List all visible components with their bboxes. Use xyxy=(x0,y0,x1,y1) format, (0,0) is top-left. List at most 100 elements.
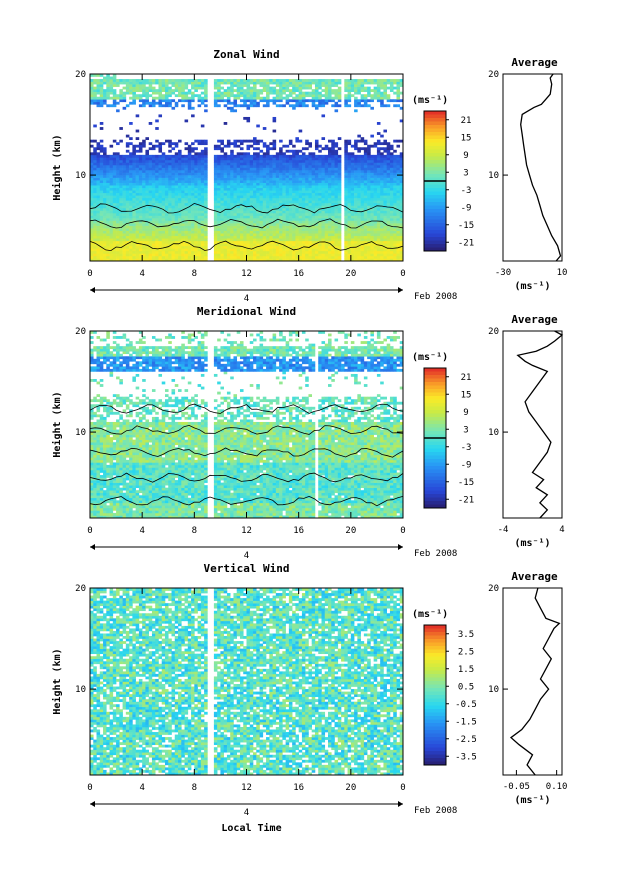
heatmap-cell xyxy=(305,162,309,166)
heatmap-cell xyxy=(184,172,189,176)
heatmap-cell xyxy=(168,192,172,196)
heatmap-cell xyxy=(181,223,185,226)
heatmap-cell xyxy=(373,172,378,176)
heatmap-cell xyxy=(262,84,267,87)
heatmap-cell xyxy=(161,212,166,216)
heatmap-cell xyxy=(90,212,94,216)
heatmap-cell xyxy=(174,210,179,214)
heatmap-cell xyxy=(334,157,339,161)
heatmap-cell xyxy=(236,81,241,85)
heatmap-cell xyxy=(164,258,169,262)
heatmap-cell xyxy=(109,228,114,231)
heatmap-cell xyxy=(239,162,244,166)
heatmap-cell xyxy=(230,245,234,249)
heatmap-cell xyxy=(354,240,358,244)
heatmap-cell xyxy=(116,177,120,181)
heatmap-cell xyxy=(148,230,153,234)
heatmap-cell xyxy=(282,86,286,90)
heatmap-cell xyxy=(363,99,368,103)
heatmap-cell xyxy=(262,172,267,176)
heatmap-cell xyxy=(204,185,208,189)
heatmap-cell xyxy=(393,202,397,206)
heatmap-cell xyxy=(256,177,260,181)
heatmap-cell xyxy=(393,99,397,103)
heatmap-cell xyxy=(233,243,238,247)
heatmap-cell xyxy=(376,235,381,239)
heatmap-cell xyxy=(236,104,241,108)
heatmap-cell xyxy=(344,233,348,237)
heatmap-cell xyxy=(363,79,368,82)
heatmap-cell xyxy=(96,185,101,189)
heatmap-cell xyxy=(350,218,355,221)
heatmap-cell xyxy=(386,154,391,158)
heatmap-cell xyxy=(383,175,387,178)
heatmap-cell xyxy=(363,157,368,161)
heatmap-cell xyxy=(380,182,384,186)
heatmap-cell xyxy=(168,185,172,189)
heatmap-cell xyxy=(103,162,107,166)
heatmap-cell xyxy=(99,192,104,196)
heatmap-cell xyxy=(396,99,401,103)
heatmap-cell xyxy=(314,185,319,189)
heatmap-cell xyxy=(138,81,143,85)
heatmap-cell xyxy=(288,154,293,158)
heatmap-cell xyxy=(151,86,156,90)
heatmap-cell xyxy=(324,159,329,163)
heatmap-cell xyxy=(282,84,286,87)
heatmap-cell xyxy=(350,182,355,186)
heatmap-cell xyxy=(217,147,221,151)
heatmap-cell xyxy=(393,162,397,166)
heatmap-cell xyxy=(119,233,123,237)
heatmap-cell xyxy=(269,187,273,191)
heatmap-cell xyxy=(275,240,280,244)
heatmap-cell xyxy=(363,238,368,242)
heatmap-cell xyxy=(376,96,381,100)
heatmap-cell xyxy=(275,162,280,166)
heatmap-cell xyxy=(93,235,97,239)
heatmap-cell xyxy=(223,197,228,201)
heatmap-cell xyxy=(233,79,238,82)
heatmap-cell xyxy=(292,99,296,103)
heatmap-cell xyxy=(246,215,251,219)
heatmap-cell xyxy=(334,210,339,214)
heatmap-cell xyxy=(376,228,381,231)
heatmap-cell xyxy=(200,175,205,178)
heatmap-cell xyxy=(259,197,264,201)
heatmap-cell xyxy=(181,96,185,100)
heatmap-cell xyxy=(311,228,316,231)
heatmap-cell xyxy=(90,94,94,98)
heatmap-cell xyxy=(347,223,352,226)
heatmap-cell xyxy=(354,157,358,161)
heatmap-cell xyxy=(337,137,342,141)
heatmap-cell xyxy=(155,154,159,158)
heatmap-cell xyxy=(220,172,224,176)
heatmap-cell xyxy=(350,238,355,242)
heatmap-cell xyxy=(90,177,94,181)
heatmap-cell xyxy=(187,99,192,103)
heatmap-cell xyxy=(314,81,319,85)
heatmap-cell xyxy=(266,200,270,204)
heatmap-cell xyxy=(266,81,270,85)
heatmap-cell xyxy=(116,84,120,87)
heatmap-cell xyxy=(178,81,182,85)
heatmap-cell xyxy=(308,250,313,254)
heatmap-cell xyxy=(142,86,146,90)
heatmap-cell xyxy=(168,139,172,143)
heatmap-cell xyxy=(226,230,231,234)
heatmap-cell xyxy=(103,185,107,189)
heatmap-cell xyxy=(161,89,166,92)
heatmap-cell xyxy=(155,215,159,219)
heatmap-cell xyxy=(301,215,306,219)
heatmap-cell xyxy=(383,157,387,161)
heatmap-cell xyxy=(354,235,358,239)
heatmap-cell xyxy=(380,185,384,189)
heatmap-cell xyxy=(99,207,104,211)
heatmap-cell xyxy=(393,253,397,257)
heatmap-cell xyxy=(360,207,365,211)
heatmap-cell xyxy=(256,258,260,262)
heatmap-cell xyxy=(393,180,397,183)
heatmap-cell xyxy=(266,104,270,108)
heatmap-cell xyxy=(331,250,335,254)
heatmap-cell xyxy=(256,248,260,252)
heatmap-cell xyxy=(239,233,244,237)
